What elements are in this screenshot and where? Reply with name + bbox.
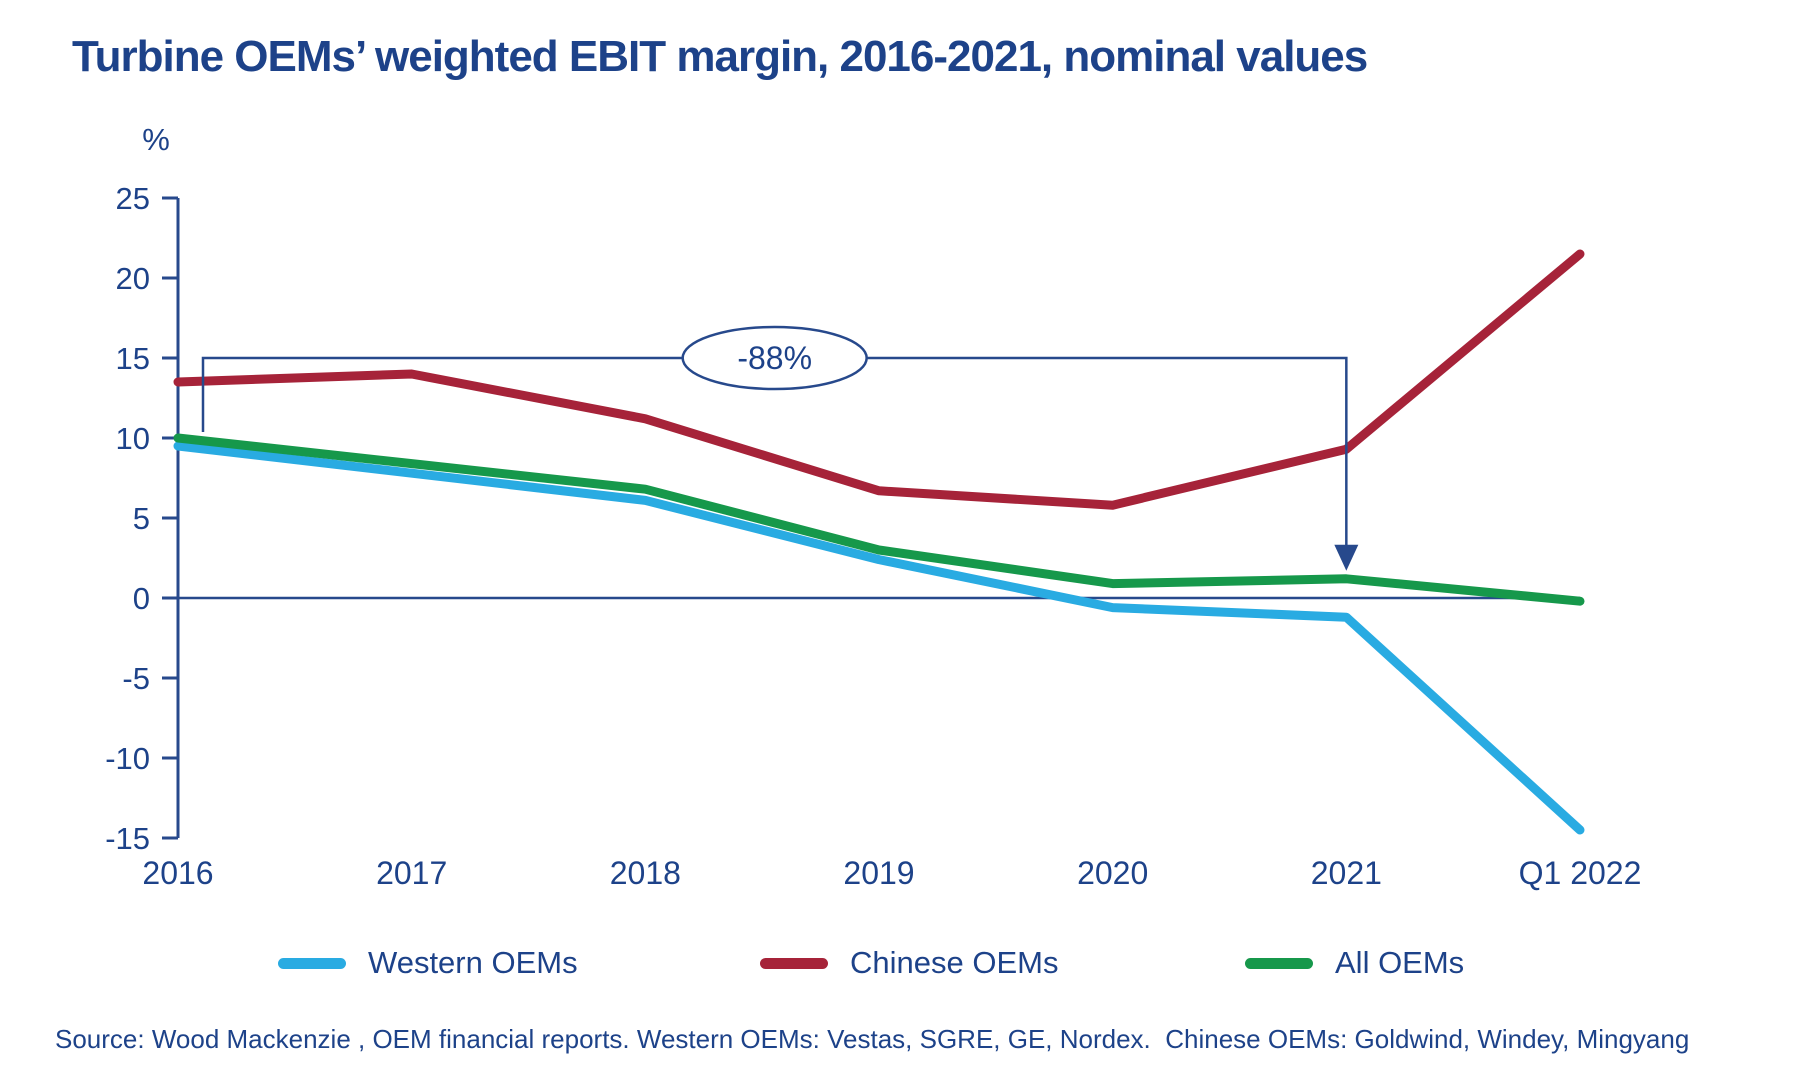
svg-text:0: 0 xyxy=(133,581,150,616)
svg-text:2021: 2021 xyxy=(1311,855,1382,891)
legend-label-chinese-oems: Chinese OEMs xyxy=(850,945,1059,980)
legend-label-western-oems: Western OEMs xyxy=(368,945,578,980)
svg-text:Q1 2022: Q1 2022 xyxy=(1519,855,1642,891)
legend-swatch-western-oems xyxy=(278,957,346,969)
svg-text:25: 25 xyxy=(116,181,150,216)
legend: Western OEMs Chinese OEMs All OEMs xyxy=(0,938,1800,988)
legend-swatch-all-oems xyxy=(1245,957,1313,969)
legend-item-chinese-oems: Chinese OEMs xyxy=(760,938,1058,988)
svg-text:-15: -15 xyxy=(105,821,150,856)
svg-text:2020: 2020 xyxy=(1077,855,1148,891)
svg-text:-10: -10 xyxy=(105,741,150,776)
svg-text:2018: 2018 xyxy=(610,855,681,891)
svg-text:15: 15 xyxy=(116,341,150,376)
svg-text:2019: 2019 xyxy=(843,855,914,891)
svg-text:10: 10 xyxy=(116,421,150,456)
svg-text:20: 20 xyxy=(116,261,150,296)
legend-label-all-oems: All OEMs xyxy=(1335,945,1465,980)
svg-text:-88%: -88% xyxy=(737,340,812,376)
legend-item-all-oems: All OEMs xyxy=(1245,938,1464,988)
svg-text:2017: 2017 xyxy=(376,855,447,891)
svg-text:2016: 2016 xyxy=(142,855,213,891)
svg-text:%: % xyxy=(142,122,170,157)
legend-item-western-oems: Western OEMs xyxy=(278,938,578,988)
source-note: Source: Wood Mackenzie , OEM financial r… xyxy=(55,1024,1690,1054)
svg-text:-5: -5 xyxy=(122,661,150,696)
chart-title: Turbine OEMs’ weighted EBIT margin, 2016… xyxy=(72,32,1368,81)
svg-text:5: 5 xyxy=(133,501,150,536)
legend-swatch-chinese-oems xyxy=(760,957,828,969)
